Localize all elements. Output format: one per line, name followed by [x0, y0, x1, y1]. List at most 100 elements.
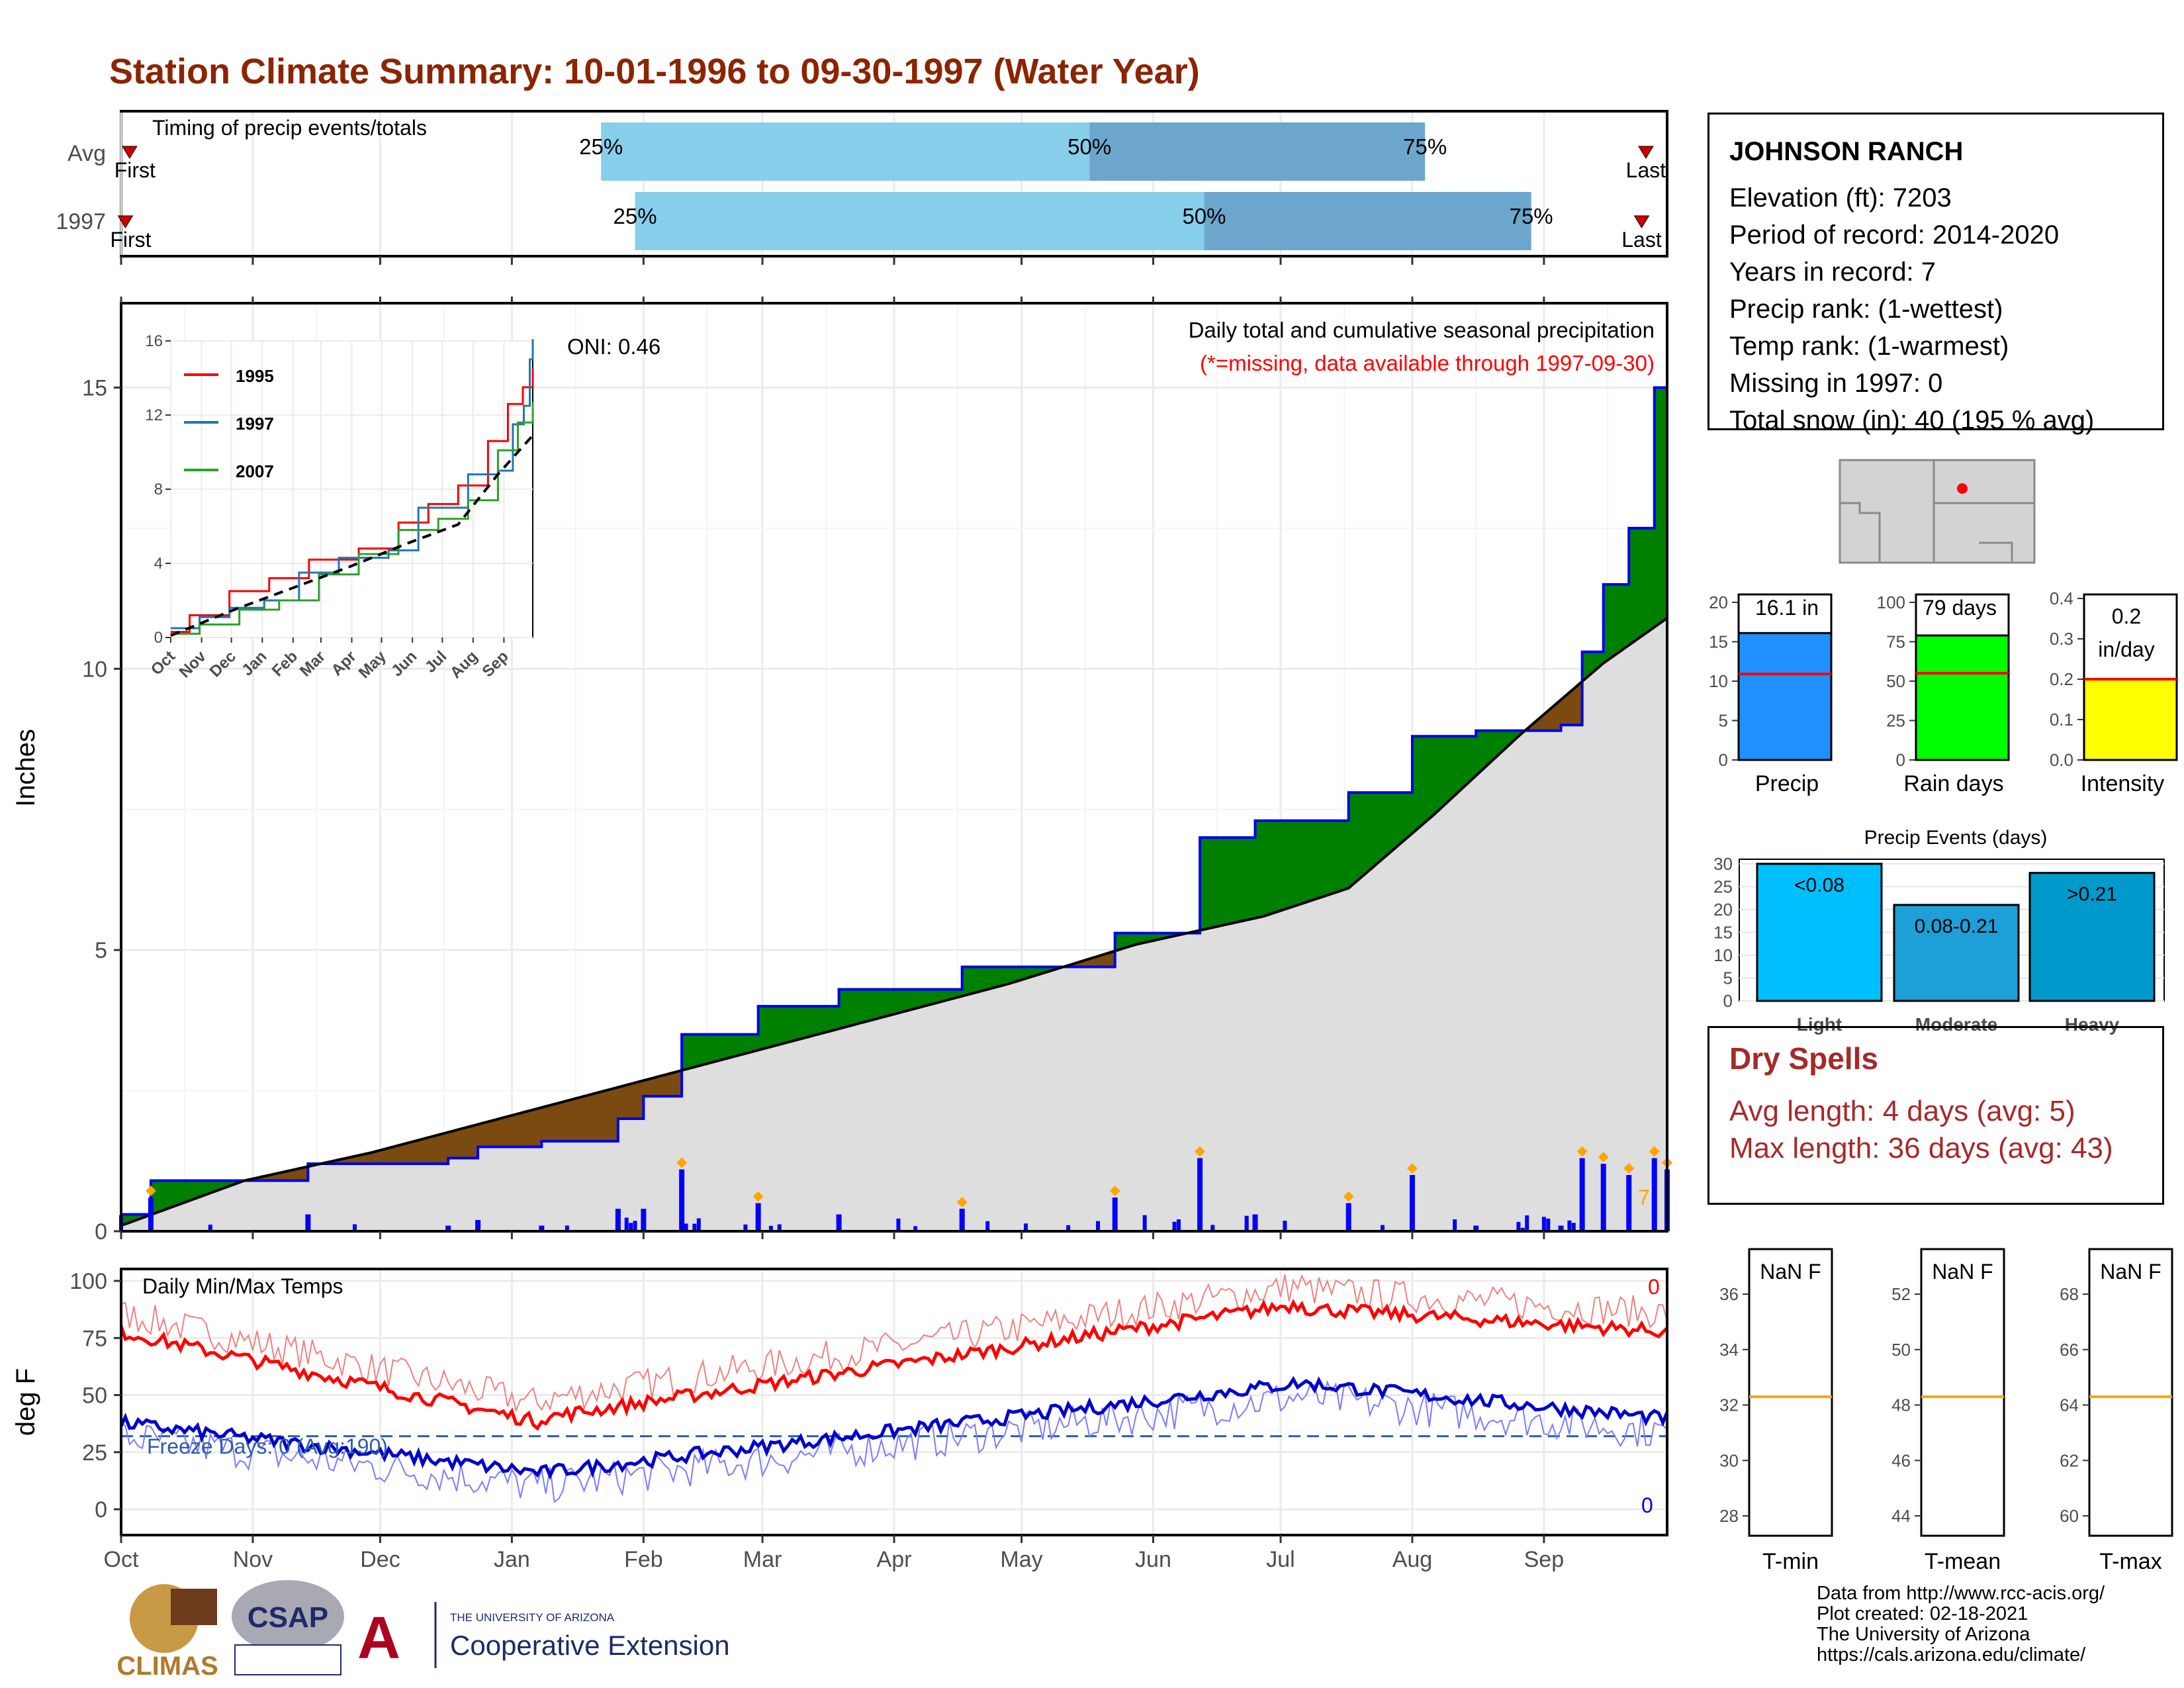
month-axis: Oct Nov Dec Jan Feb Mar Apr May Jun Jul Aug Sep — [104, 1535, 1564, 1572]
timing-q75-label: 75% — [1510, 204, 1553, 228]
inset-y-tick-label: 0 — [154, 629, 163, 647]
summary-bar — [1737, 632, 1833, 761]
daily-precip-bar — [629, 1223, 633, 1231]
event-bar — [2028, 872, 2156, 1002]
precip-y-tick-label: 15 — [82, 375, 107, 400]
daily-precip-bar — [1567, 1220, 1572, 1231]
csap-logo: CSAP — [232, 1580, 344, 1675]
temp-y-tick-label: 50 — [82, 1383, 107, 1409]
temp-box-tick-label: 62 — [2060, 1450, 2079, 1470]
heavy-event-icon — [1623, 1163, 1635, 1174]
inset-y-tick-label: 12 — [145, 406, 163, 424]
timing-q25-label: 25% — [579, 134, 623, 159]
temp-box-tick-label: 36 — [1719, 1284, 1739, 1304]
temp-y-label: deg F — [11, 1368, 40, 1436]
daily-precip-bar — [641, 1209, 647, 1231]
intensity-bar-label: Intensity — [2081, 771, 2165, 796]
station-info-box: JOHNSON RANCH Elevation (ft): 7203 Perio… — [1707, 113, 2164, 435]
normal-min-temp-line — [120, 1380, 1668, 1503]
rain-bar-label: Rain days — [1903, 771, 2003, 796]
events-title: Precip Events (days) — [1864, 827, 2048, 849]
first-event-marker-icon — [121, 146, 138, 159]
precip-y-label: Inches — [11, 729, 40, 807]
month-tick-label: Jun — [1135, 1547, 1171, 1572]
last-event-label: Last — [1626, 158, 1666, 182]
events-y-tick-label: 15 — [1713, 922, 1733, 942]
summary-bar-headroom — [2083, 593, 2178, 680]
daily-precip-bar — [1409, 1175, 1415, 1231]
summary-y-tick-label: 0.0 — [2050, 750, 2073, 770]
daily-precip-bar — [1626, 1175, 1632, 1231]
daily-precip-bar — [1453, 1219, 1457, 1231]
month-tick-label: May — [1000, 1547, 1042, 1572]
daily-precip-bar — [1283, 1221, 1287, 1231]
above-average-area — [121, 387, 1667, 1226]
temp-y-tick-label: 75 — [82, 1326, 107, 1351]
temp-box-tick-label: 48 — [1891, 1395, 1911, 1415]
temp-box-value: NaN F — [1760, 1260, 1821, 1284]
daily-precip-bar — [696, 1218, 701, 1231]
summary-y-tick-label: 0.1 — [2050, 710, 2073, 729]
month-tick-label: Feb — [624, 1547, 663, 1572]
max-temp-count: 0 — [1648, 1275, 1660, 1299]
daily-precip-bar — [1516, 1221, 1521, 1231]
daily-precip-bar — [633, 1221, 637, 1231]
csap-text: CSAP — [248, 1601, 328, 1634]
temp-summary-box — [1920, 1248, 2005, 1537]
summary-y-tick-label: 100 — [1877, 592, 1905, 612]
timing-q75-label: 75% — [1403, 134, 1447, 159]
temp-y-tick-label: 25 — [82, 1440, 107, 1466]
daily-precip-bar — [1558, 1225, 1564, 1231]
temp-box-tick-label: 46 — [1891, 1450, 1911, 1470]
station-precip-rank: Precip rank: (1-wettest) — [1729, 295, 2003, 324]
heavy-event-icon — [1406, 1163, 1418, 1174]
temp-box-tick-label: 28 — [1719, 1506, 1739, 1526]
inset-grid — [170, 340, 533, 638]
events-y-tick-label: 5 — [1723, 968, 1733, 988]
temp-box-tick-label: 32 — [1719, 1395, 1739, 1415]
daily-precip-bar — [913, 1226, 918, 1231]
heavy-event-icon — [1195, 1146, 1206, 1157]
intensity-bar-value: 0.2 — [2112, 604, 2141, 628]
daily-precip-bar — [1410, 1223, 1414, 1231]
map-border-az — [1840, 502, 1881, 563]
daily-precip-bar — [1571, 1223, 1576, 1231]
daily-precip-bar — [1600, 1164, 1606, 1231]
daily-precip-bar — [1252, 1214, 1258, 1231]
station-missing: Missing in 1997: 0 — [1729, 369, 1943, 398]
event-category-label: Heavy — [2065, 1014, 2120, 1035]
month-tick-label: Aug — [1392, 1547, 1433, 1572]
dry-spells-max: Max length: 36 days (avg: 43) — [1729, 1132, 2113, 1164]
station-name: JOHNSON RANCH — [1729, 137, 1964, 166]
event-category-label: Moderate — [1915, 1014, 1997, 1035]
event-bar — [1756, 863, 1883, 1002]
footer-line-4: https://cals.arizona.edu/climate/ — [1817, 1644, 2086, 1665]
logos: CLIMAS CSAP A THE UNIVERSITY OF ARIZONA … — [116, 1580, 730, 1681]
timing-bar-early — [635, 192, 1205, 250]
temp-box-value: NaN F — [2100, 1260, 2161, 1284]
temp-y-tick-label: 0 — [95, 1497, 107, 1523]
events-y-tick-label: 0 — [1723, 991, 1733, 1011]
events-y-tick-label: 30 — [1713, 854, 1733, 874]
temp-box-tick-label: 44 — [1891, 1506, 1911, 1526]
ua-logo: A THE UNIVERSITY OF ARIZONA Cooperative … — [357, 1602, 730, 1671]
footer-line-3: The University of Arizona — [1817, 1624, 2030, 1645]
precip-bar-value: 16.1 in — [1755, 596, 1819, 620]
ua-small-text: THE UNIVERSITY OF ARIZONA — [450, 1611, 615, 1624]
daily-precip-bar — [768, 1225, 773, 1231]
precip-y-axis: 0 5 10 15 — [82, 297, 1545, 1244]
freeze-days-label: Freeze Days: 0 (Avg:190) — [147, 1434, 388, 1458]
daily-precip-bar — [959, 1209, 965, 1231]
temp-lines — [119, 1274, 1669, 1503]
summary-y-tick-label: 0 — [1896, 750, 1905, 770]
oni-label: ONI: 0.46 — [567, 334, 660, 359]
daily-precip-bar — [1112, 1197, 1118, 1231]
rain-bar-value: 79 days — [1923, 596, 1997, 620]
legend-1995: 1995 — [236, 366, 274, 386]
summary-y-tick-label: 0.2 — [2050, 669, 2073, 689]
first-event-label: First — [110, 228, 151, 252]
daily-precip-bar — [1066, 1225, 1071, 1231]
